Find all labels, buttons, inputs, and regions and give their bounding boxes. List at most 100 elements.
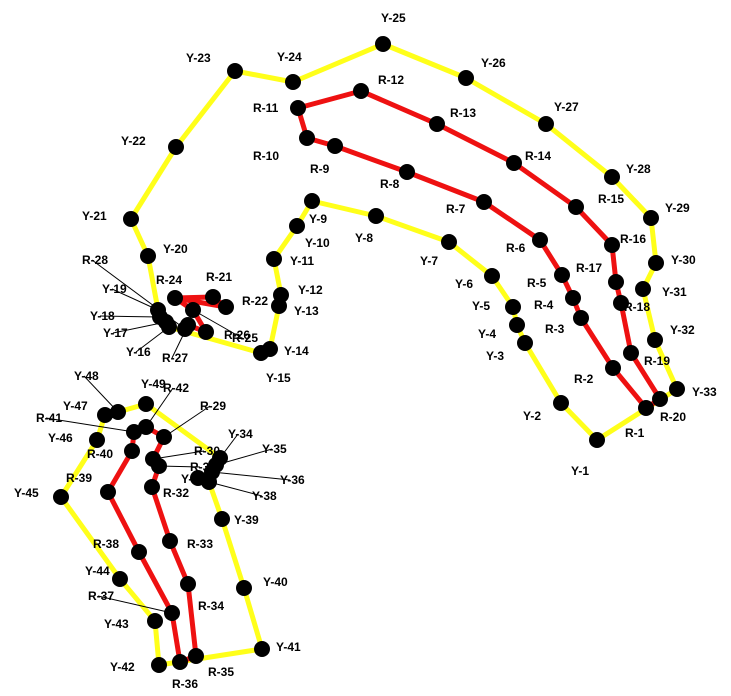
node-label-r-37: R-37 — [88, 589, 114, 603]
node-label-r-16: R-16 — [620, 232, 646, 246]
node-y-30 — [648, 255, 664, 271]
node-label-r-20: R-20 — [660, 410, 686, 424]
node-label-r-5: R-5 — [527, 276, 547, 290]
node-r-38 — [131, 544, 147, 560]
node-y-6 — [484, 268, 500, 284]
node-label-y-15: Y-15 — [266, 371, 291, 385]
node-r-11 — [290, 100, 306, 116]
yellow-track-main — [128, 41, 680, 442]
node-r-22 — [218, 299, 234, 315]
leader-line-y-38 — [208, 481, 263, 497]
leader-line-y-19 — [111, 288, 159, 311]
node-r-10 — [299, 130, 315, 146]
node-label-y-28: Y-28 — [626, 162, 651, 176]
node-r-33 — [162, 533, 178, 549]
node-y-25 — [375, 36, 391, 52]
node-label-y-34: Y-34 — [228, 427, 253, 441]
node-label-r-19: R-19 — [644, 354, 670, 368]
node-label-y-37: Y-37 — [181, 472, 206, 486]
node-r-7 — [476, 194, 492, 210]
node-label-r-21: R-21 — [206, 270, 232, 284]
node-y-27 — [538, 116, 554, 132]
node-r-34 — [180, 576, 196, 592]
leader-line-r-37 — [97, 595, 173, 614]
node-label-y-35: Y-35 — [262, 442, 287, 456]
node-label-y-48: Y-48 — [74, 369, 99, 383]
node-label-r-17: R-17 — [576, 261, 602, 275]
node-label-y-25: Y-25 — [381, 11, 406, 25]
node-y-19 — [150, 302, 166, 318]
node-r-9 — [327, 138, 343, 154]
node-r-15 — [568, 199, 584, 215]
node-y-43 — [147, 613, 163, 629]
node-label-y-47: Y-47 — [63, 399, 88, 413]
node-y-33 — [669, 381, 685, 397]
node-label-r-18: R-18 — [624, 300, 650, 314]
label-layer: Y-1 Y-2 Y-3 Y-4 Y-5 Y-6 Y-7 Y-8 Y-9 Y-10 Y-11 Y-12 Y… — [14, 11, 717, 691]
node-label-r-38: R-38 — [93, 537, 119, 551]
node-r-32 — [144, 479, 160, 495]
node-label-r-27: R-27 — [162, 351, 188, 365]
leader-line-r-25 — [192, 309, 243, 339]
node-label-r-8: R-8 — [380, 177, 400, 191]
node-label-y-30: Y-30 — [671, 253, 696, 267]
node-label-r-4: R-4 — [534, 298, 554, 312]
node-label-y-41: Y-41 — [276, 640, 301, 654]
node-r-26 — [198, 324, 214, 340]
node-y-39 — [214, 511, 230, 527]
node-label-y-6: Y-6 — [455, 277, 473, 291]
node-y-42 — [151, 657, 167, 673]
node-label-y-14: Y-14 — [284, 344, 309, 358]
node-label-r-28: R-28 — [82, 253, 108, 267]
node-y-4 — [509, 317, 525, 333]
node-y-41 — [254, 641, 270, 657]
node-label-y-46: Y-46 — [48, 431, 73, 445]
node-label-y-40: Y-40 — [263, 575, 288, 589]
node-y-11 — [266, 251, 282, 267]
node-label-y-17: Y-17 — [103, 326, 128, 340]
node-y-7 — [441, 234, 457, 250]
node-label-r-3: R-3 — [545, 322, 565, 336]
node-r-21 — [205, 289, 221, 305]
yellow-track-layer — [58, 41, 680, 668]
node-y-23 — [227, 63, 243, 79]
node-y-1 — [589, 432, 605, 448]
node-r-6 — [532, 232, 548, 248]
node-r-35 — [188, 648, 204, 664]
node-y-45 — [53, 489, 69, 505]
node-r-29 — [156, 429, 172, 445]
node-y-40 — [236, 580, 252, 596]
node-label-y-18: Y-18 — [90, 309, 115, 323]
node-label-r-7: R-7 — [446, 202, 466, 216]
node-y-15 — [253, 345, 269, 361]
node-label-r-24: R-24 — [156, 273, 182, 287]
node-label-r-31: R-31 — [190, 460, 216, 474]
node-label-y-49: Y-49 — [141, 377, 166, 391]
node-layer — [53, 36, 685, 673]
node-y-46 — [89, 432, 105, 448]
node-label-y-39: Y-39 — [234, 513, 259, 527]
node-label-r-12: R-12 — [378, 73, 404, 87]
node-r-42 — [138, 419, 154, 435]
leader-line-r-29 — [163, 405, 211, 438]
node-label-r-15: R-15 — [598, 192, 624, 206]
leader-line-r-41 — [45, 417, 135, 433]
node-r-24 — [167, 290, 183, 306]
node-y-28 — [604, 169, 620, 185]
node-label-r-26: R-26 — [224, 328, 250, 342]
node-r-40 — [124, 443, 140, 459]
node-label-r-25: R-25 — [232, 331, 258, 345]
node-r-13 — [429, 116, 445, 132]
node-y-29 — [643, 210, 659, 226]
node-label-r-39: R-39 — [66, 471, 92, 485]
node-label-y-7: Y-7 — [420, 254, 438, 268]
node-r-12 — [353, 83, 369, 99]
node-r-37 — [164, 605, 180, 621]
node-label-y-13: Y-13 — [294, 304, 319, 318]
node-label-y-43: Y-43 — [104, 617, 129, 631]
red-track-inner — [172, 294, 229, 310]
node-r-28 — [177, 321, 193, 337]
node-label-y-3: Y-3 — [486, 349, 504, 363]
node-label-r-41: R-41 — [36, 411, 62, 425]
